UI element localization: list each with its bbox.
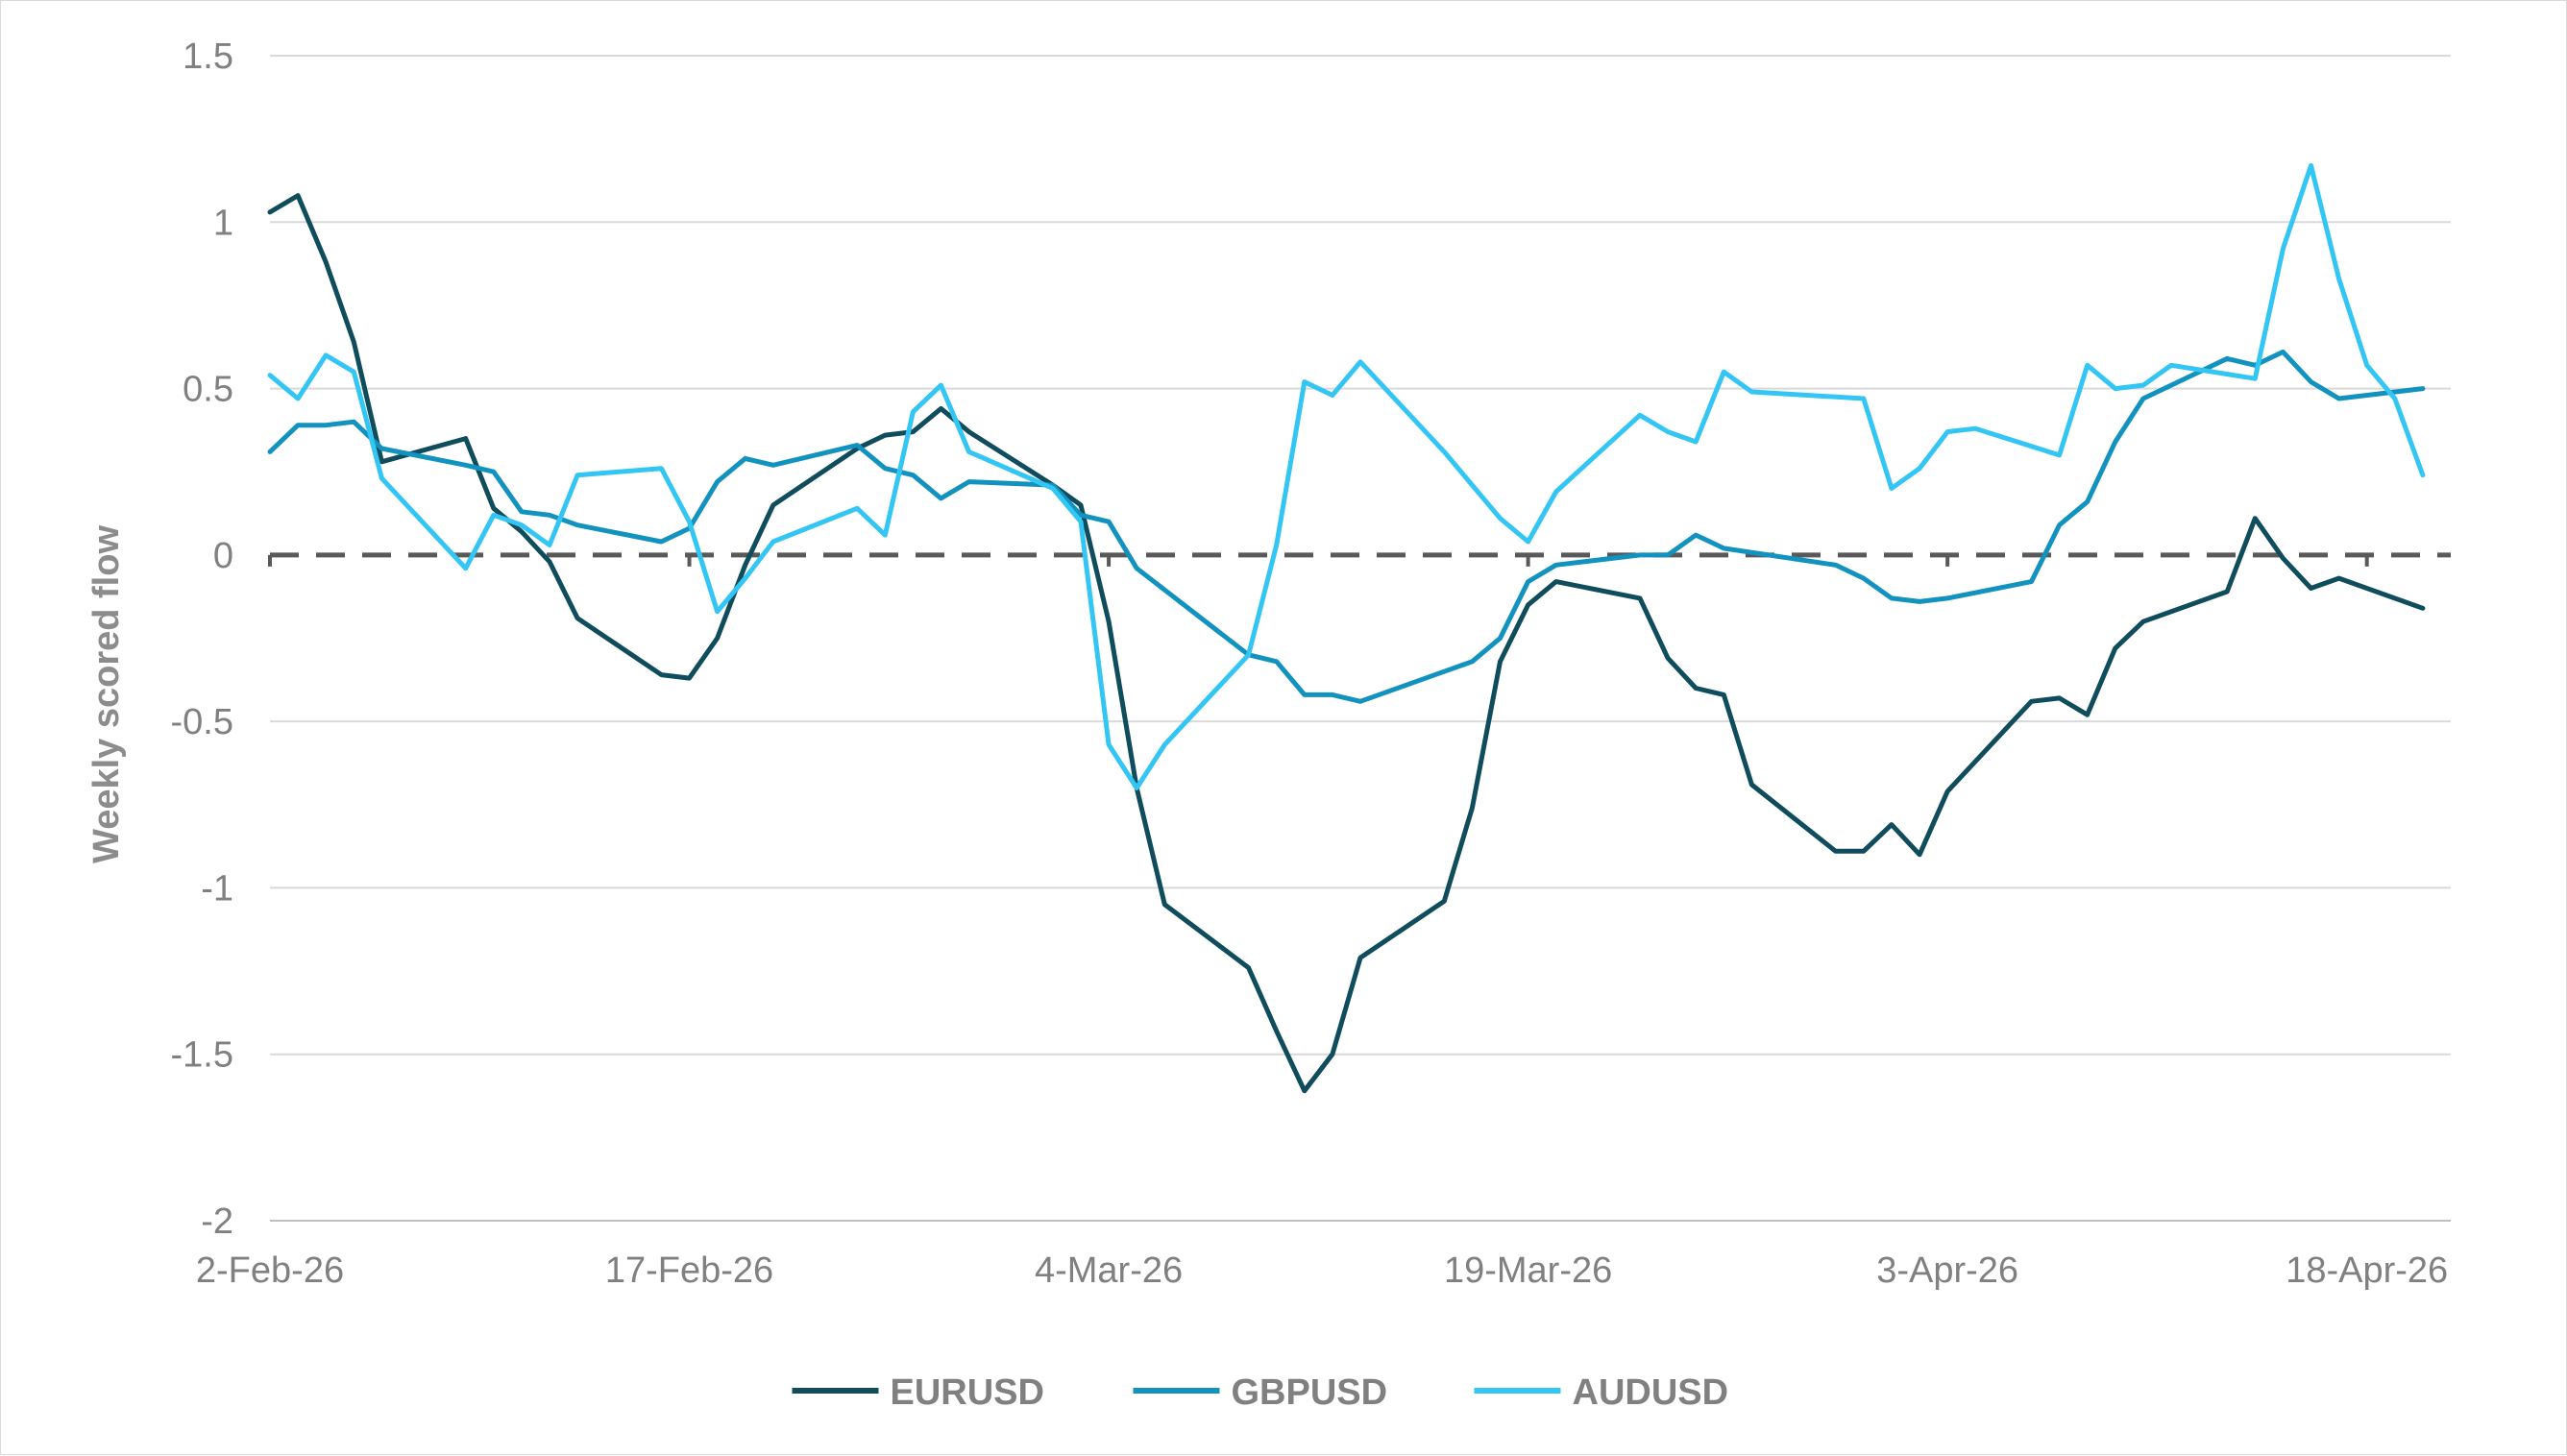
y-axis-title: Weekly scored flow	[86, 525, 127, 863]
x-tick-label: 2-Feb-26	[196, 1250, 344, 1291]
y-tick-label: 0.5	[183, 370, 233, 410]
gridlines	[270, 55, 2451, 1056]
x-tick-label: 19-Mar-26	[1444, 1250, 1612, 1291]
zero-line-layer	[268, 552, 2451, 567]
y-tick-label: -1.5	[171, 1035, 233, 1076]
y-tick-label: -0.5	[171, 702, 233, 742]
x-tick-labels: 2-Feb-26 17-Feb-26 4-Mar-26 19-Mar-26 3-Apr-…	[196, 1250, 2448, 1291]
legend-label: EURUSD	[891, 1372, 1044, 1413]
x-tick-label: 4-Mar-26	[1035, 1250, 1183, 1291]
legend-item-gbpusd: GBPUSD	[1133, 1372, 1388, 1413]
legend: EURUSD GBPUSD AUDUSD	[792, 1372, 1729, 1413]
legend-item-audusd: AUDUSD	[1474, 1372, 1729, 1413]
y-tick-labels: 1.5 1 0.5 0 -0.5 -1 -1.5 -2	[171, 36, 233, 1242]
y-tick-label: 1	[213, 203, 233, 243]
legend-item-eurusd: EURUSD	[792, 1372, 1044, 1413]
series-line-audusd	[267, 162, 2426, 790]
legend-label: AUDUSD	[1573, 1372, 1729, 1413]
series-line-eurusd	[267, 193, 2426, 1094]
y-tick-label: -1	[201, 868, 233, 909]
y-tick-label: 1.5	[183, 36, 233, 77]
series-line-gbpusd	[267, 349, 2426, 704]
y-tick-label: 0	[213, 536, 233, 576]
y-tick-label: -2	[201, 1201, 233, 1242]
x-tick-label: 17-Feb-26	[605, 1250, 773, 1291]
series-lines	[267, 162, 2426, 1094]
legend-label: GBPUSD	[1232, 1372, 1388, 1413]
x-tick-label: 18-Apr-26	[2286, 1250, 2448, 1291]
x-tick-label: 3-Apr-26	[1876, 1250, 2018, 1291]
